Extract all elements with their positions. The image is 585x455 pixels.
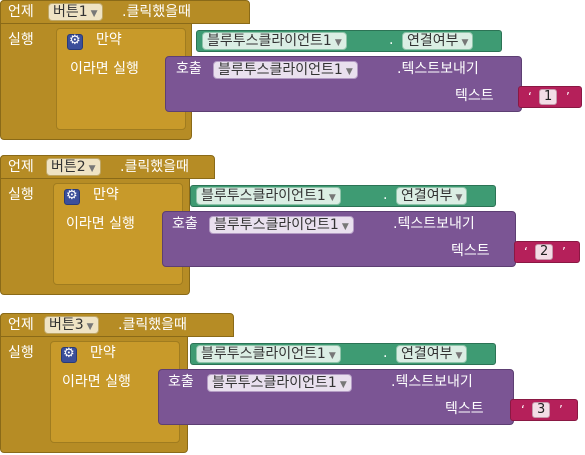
gear-icon[interactable]	[64, 188, 80, 205]
bluetooth-component-name: 블루투스클라이언트1	[201, 188, 326, 204]
bluetooth-component-name: 블루투스클라이언트1	[201, 346, 326, 362]
dot-separator: .	[383, 187, 388, 203]
dot-separator: .	[389, 32, 394, 48]
text-param-label: 텍스트	[445, 401, 484, 417]
call-label: 호출	[176, 61, 202, 77]
when-label: 언제	[8, 4, 34, 20]
do-label: 실행	[8, 345, 34, 361]
call-method: .텍스트보내기	[391, 374, 473, 390]
bluetooth-component-dropdown[interactable]: 블루투스클라이언트1 ▼	[202, 32, 347, 50]
call-component-name: 블루투스클라이언트1	[218, 62, 343, 78]
gear-icon[interactable]	[67, 33, 83, 50]
when-label: 언제	[8, 317, 34, 333]
event-block-header[interactable]	[0, 313, 234, 337]
text-value[interactable]: 2	[535, 244, 554, 260]
call-label: 호출	[172, 216, 198, 232]
dropdown-arrow-icon: ▼	[461, 38, 469, 48]
do-label: 실행	[8, 187, 34, 203]
bluetooth-component-name: 블루투스클라이언트1	[207, 33, 332, 49]
call-component-name: 블루투스클라이언트1	[212, 375, 337, 391]
component-name: 버튼2	[51, 159, 86, 175]
open-quote-icon: ‘	[521, 403, 525, 417]
dropdown-arrow-icon: ▼	[339, 380, 347, 390]
component-dropdown[interactable]: 버튼2 ▼	[46, 158, 101, 176]
event-block-3[interactable]: 언제 버튼3▼ .클릭했을때 실행 만약 이라면 실행 블루투스클라이언트1▼ …	[0, 313, 585, 455]
close-quote-icon: ’	[559, 403, 563, 417]
bluetooth-property-dropdown[interactable]: 연결여부 ▼	[396, 187, 468, 205]
bluetooth-property-name: 연결여부	[407, 33, 459, 49]
bluetooth-property-name: 연결여부	[401, 346, 453, 362]
text-value[interactable]: 3	[532, 402, 551, 418]
dot-separator: .	[383, 345, 388, 361]
call-component-dropdown[interactable]: 블루투스클라이언트1 ▼	[213, 61, 358, 79]
dropdown-arrow-icon: ▼	[334, 38, 342, 48]
if-label: 만약	[96, 32, 122, 48]
then-label: 이라면 실행	[62, 374, 131, 390]
call-component-dropdown[interactable]: 블루투스클라이언트1 ▼	[207, 374, 352, 392]
component-dropdown[interactable]: 버튼1 ▼	[48, 3, 103, 21]
if-label: 만약	[93, 187, 119, 203]
open-quote-icon: ‘	[524, 245, 528, 259]
dropdown-arrow-icon: ▼	[328, 193, 336, 203]
dropdown-arrow-icon: ▼	[86, 322, 94, 332]
close-quote-icon: ’	[562, 245, 566, 259]
event-name: .클릭했을때	[118, 317, 187, 333]
call-component-name: 블루투스클라이언트1	[214, 217, 339, 233]
event-name: .클릭했을때	[122, 4, 191, 20]
call-component-dropdown[interactable]: 블루투스클라이언트1 ▼	[209, 216, 354, 234]
component-name: 버튼3	[49, 317, 84, 333]
dropdown-arrow-icon: ▼	[90, 9, 98, 19]
event-name: .클릭했을때	[120, 159, 189, 175]
event-block-2[interactable]: 언제 버튼2▼ .클릭했을때 실행 만약 이라면 실행 블루투스클라이언트1▼ …	[0, 155, 585, 300]
bluetooth-property-dropdown[interactable]: 연결여부 ▼	[402, 32, 474, 50]
call-method: .텍스트보내기	[397, 61, 479, 77]
then-label: 이라면 실행	[66, 216, 135, 232]
dropdown-arrow-icon: ▼	[328, 351, 336, 361]
text-value[interactable]: 1	[539, 89, 558, 105]
event-block-header[interactable]	[0, 0, 250, 24]
do-label: 실행	[8, 32, 34, 48]
component-dropdown[interactable]: 버튼3 ▼	[44, 316, 99, 334]
when-label: 언제	[8, 159, 34, 175]
dropdown-arrow-icon: ▼	[341, 222, 349, 232]
text-param-label: 텍스트	[455, 88, 494, 104]
bluetooth-property-dropdown[interactable]: 연결여부 ▼	[396, 345, 468, 363]
bluetooth-component-dropdown[interactable]: 블루투스클라이언트1 ▼	[196, 187, 341, 205]
component-name: 버튼1	[53, 4, 88, 20]
dropdown-arrow-icon: ▼	[345, 67, 353, 77]
close-quote-icon: ’	[566, 90, 570, 104]
if-label: 만약	[90, 345, 116, 361]
dropdown-arrow-icon: ▼	[455, 193, 463, 203]
event-block-1[interactable]: 언제 버튼1▼ .클릭했을때 실행 만약 이라면 실행 블루투스클라이언트1▼ …	[0, 0, 585, 145]
then-label: 이라면 실행	[70, 61, 139, 77]
call-method: .텍스트보내기	[393, 216, 475, 232]
text-param-label: 텍스트	[451, 243, 490, 259]
dropdown-arrow-icon: ▼	[88, 164, 96, 174]
call-label: 호출	[168, 374, 194, 390]
bluetooth-component-dropdown[interactable]: 블루투스클라이언트1 ▼	[196, 345, 341, 363]
dropdown-arrow-icon: ▼	[455, 351, 463, 361]
gear-icon[interactable]	[61, 346, 77, 363]
event-block-header[interactable]	[0, 155, 215, 179]
bluetooth-property-name: 연결여부	[401, 188, 453, 204]
open-quote-icon: ‘	[528, 90, 532, 104]
